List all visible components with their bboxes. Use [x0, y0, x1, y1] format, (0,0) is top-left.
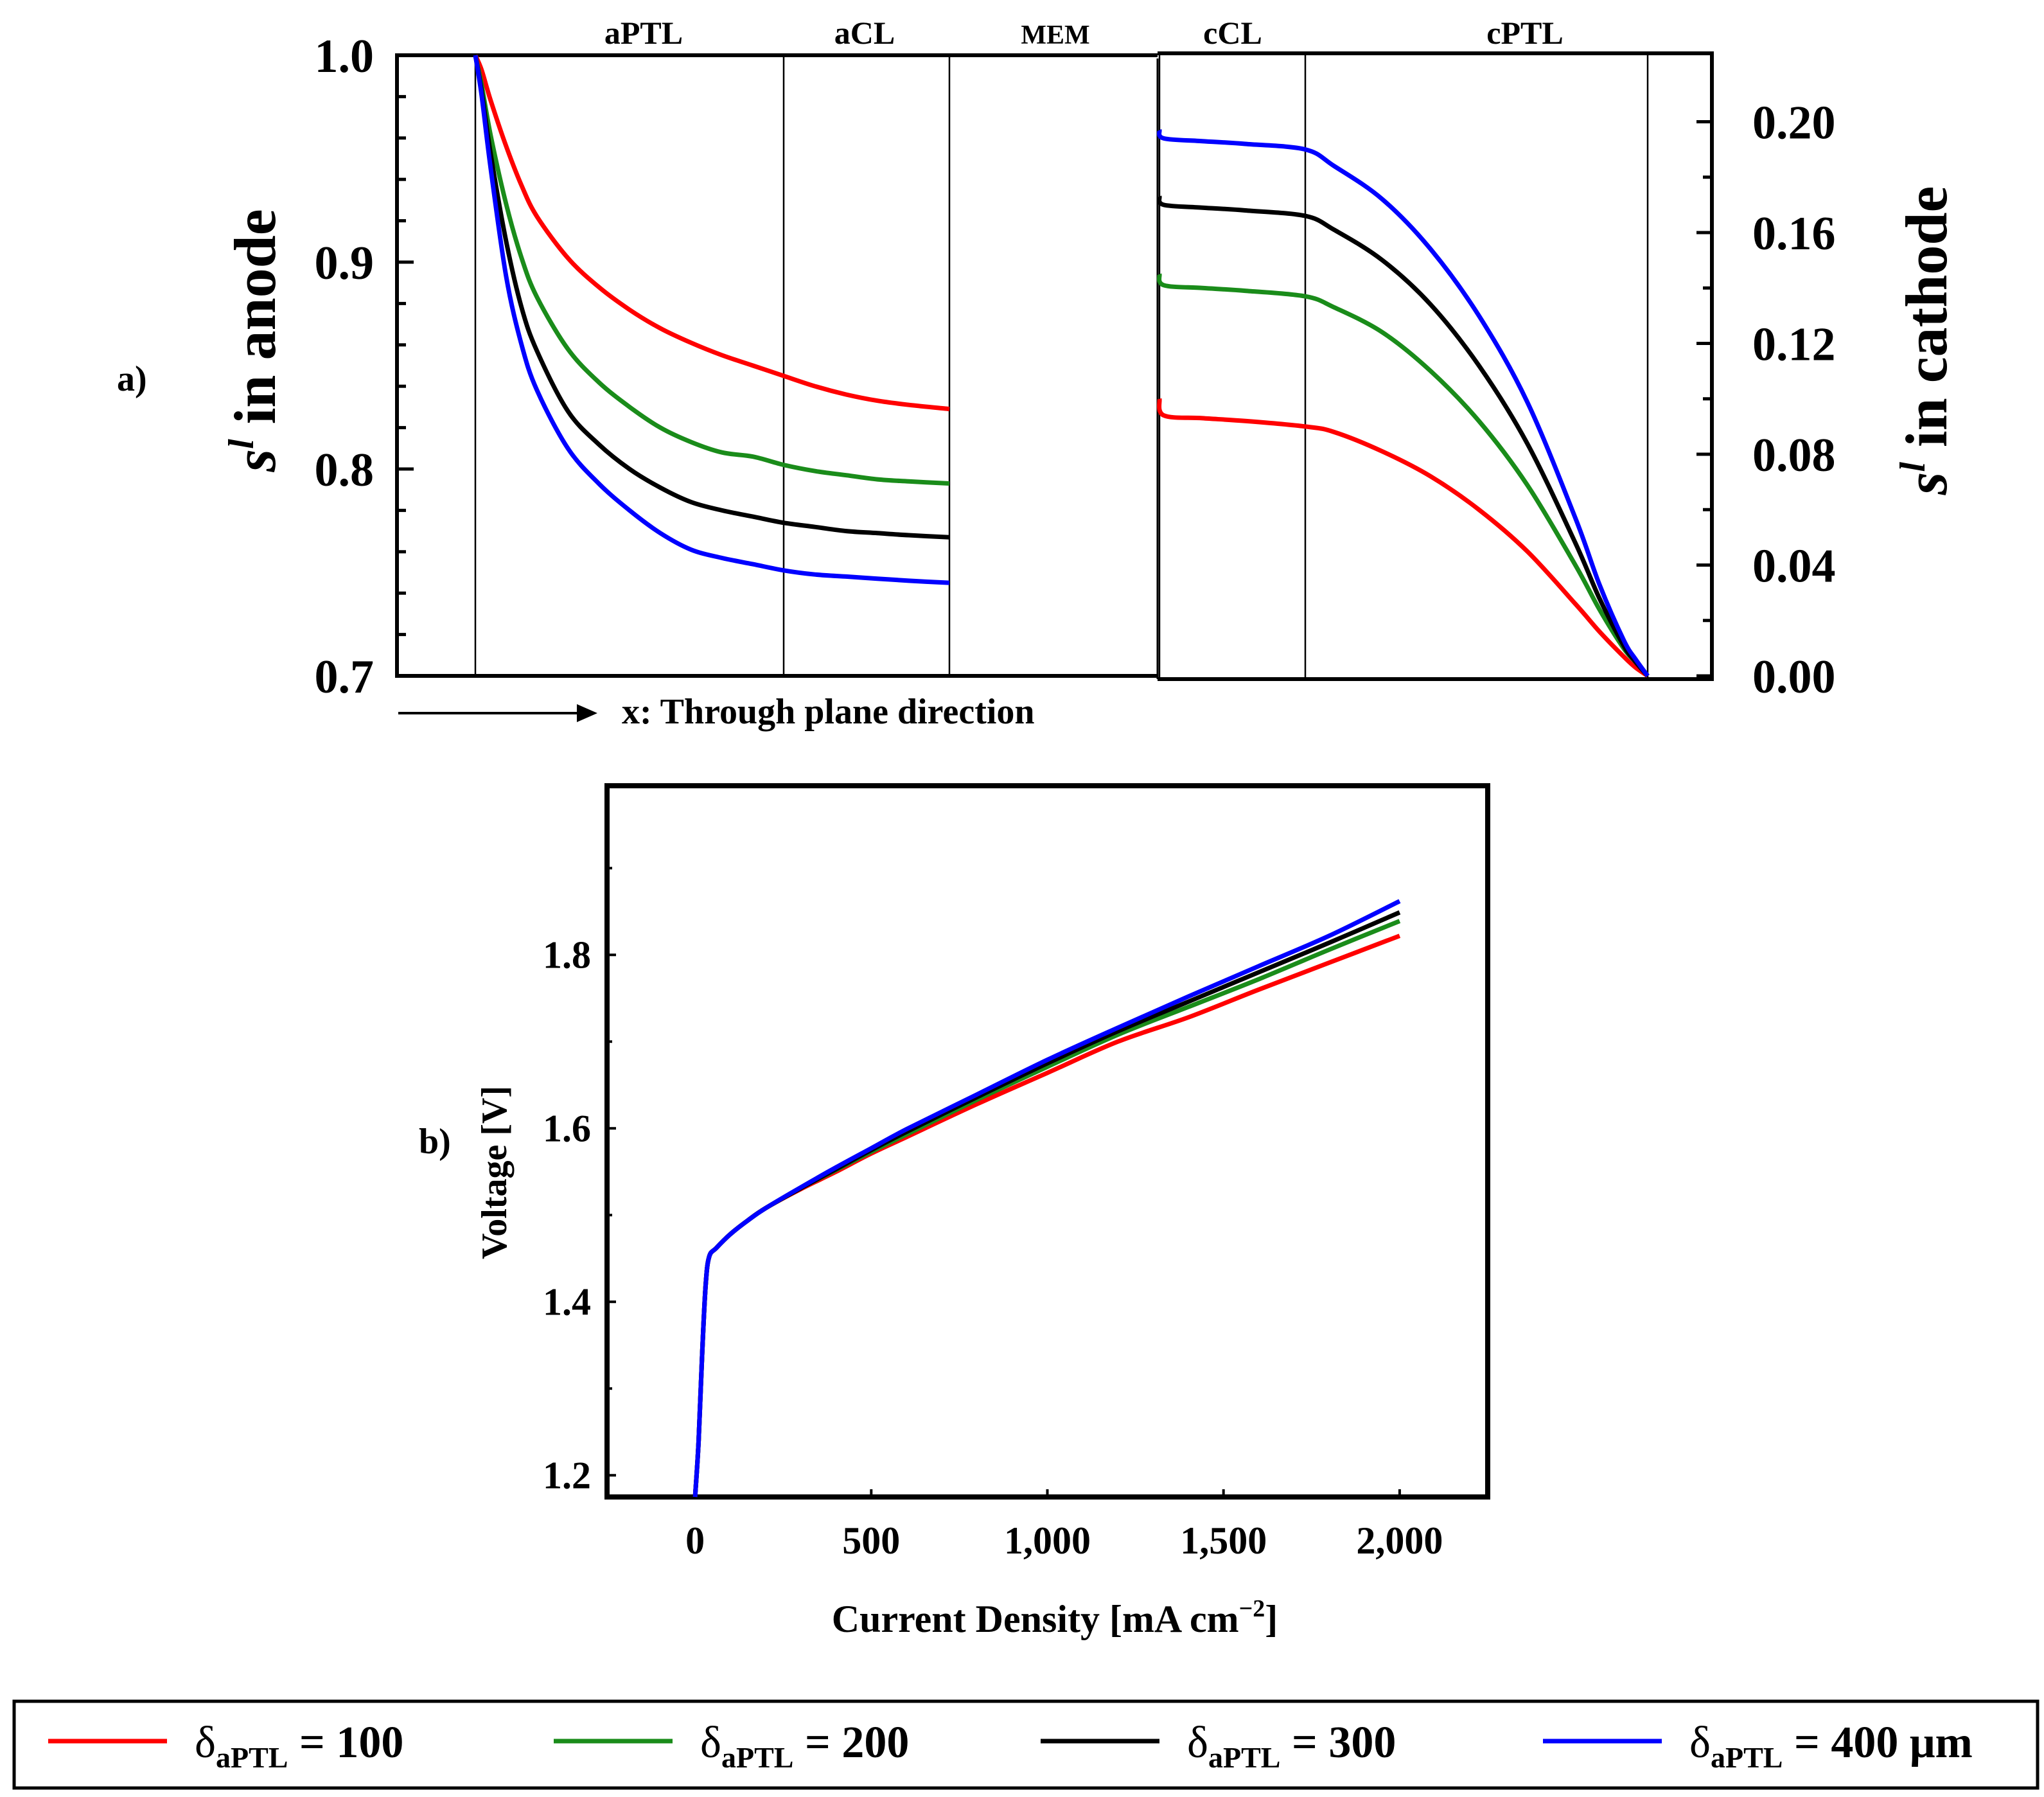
- panel-a: a) aPTL aCL MEM cCL cPTL 0.7 0.8 0.9 1.0 0.…: [117, 15, 1959, 732]
- region-label-cptl: cPTL: [1486, 15, 1563, 51]
- legend-subscript: aPTL: [216, 1741, 288, 1774]
- legend-delta: δ: [700, 1718, 721, 1767]
- left-tick-label: 0.7: [315, 651, 374, 704]
- y-tick-label: 1.2: [543, 1454, 591, 1496]
- current-density-axis-title-end: ]: [1265, 1598, 1278, 1640]
- right-tick-label: 0.20: [1752, 97, 1836, 150]
- cathode-saturation-line-3: [1157, 195, 1650, 678]
- right-axis-title-sup: l: [1893, 462, 1933, 472]
- voltage-axis-title: Voltage [V]: [475, 1086, 515, 1259]
- legend-box: [12, 1699, 2040, 1790]
- current-density-axis-title: Current Density [mA cm−2]: [832, 1595, 1278, 1640]
- panel-a-right-axis: 0.00 0.04 0.08 0.12 0.16 0.20: [1696, 97, 1836, 704]
- left-tick-label: 1.0: [315, 30, 374, 83]
- x-tick-label: 1,500: [1180, 1519, 1267, 1562]
- legend-value: = 100: [288, 1718, 403, 1767]
- right-tick-label: 0.00: [1752, 651, 1836, 704]
- region-label-aptl: aPTL: [604, 15, 683, 51]
- through-plane-arrow-icon: [398, 704, 597, 722]
- right-tick-label: 0.08: [1752, 429, 1836, 482]
- panel-b-series: [692, 899, 1401, 1498]
- left-tick-label: 0.9: [315, 237, 374, 290]
- legend-subscript: aPTL: [721, 1741, 793, 1774]
- region-label-acl: aCL: [834, 15, 895, 51]
- panel-b-axes: 0 500 1,000 1,500 2,000 1.2 1.4 1.6 1.8: [543, 783, 1490, 1562]
- right-axis-title-s: s: [1894, 472, 1959, 496]
- panel-a-label: a): [117, 359, 147, 399]
- region-label-ccl: cCL: [1203, 15, 1262, 51]
- legend-value: = 300: [1280, 1718, 1396, 1767]
- panel-a-series: [473, 54, 1650, 678]
- y-tick-label: 1.4: [543, 1280, 591, 1323]
- panel-a-frame: [395, 51, 1714, 681]
- y-tick-label: 1.8: [543, 934, 591, 976]
- legend-delta: δ: [195, 1718, 216, 1767]
- x-axis-title: x: Through plane direction: [622, 692, 1035, 732]
- right-tick-label: 0.04: [1752, 540, 1836, 593]
- region-labels: aPTL aCL MEM cCL cPTL: [604, 15, 1564, 51]
- cathode-saturation-line-1: [1157, 398, 1650, 678]
- region-label-mem: MEM: [1021, 21, 1089, 50]
- legend-subscript: aPTL: [1208, 1741, 1280, 1774]
- right-tick-label: 0.12: [1752, 319, 1836, 371]
- y-tick-label: 1.6: [543, 1107, 591, 1149]
- left-tick-label: 0.8: [315, 444, 374, 497]
- legend-item-3: δaPTL = 300: [1041, 1718, 1396, 1774]
- x-tick-label: 500: [842, 1519, 900, 1562]
- anode-saturation-line-2: [473, 55, 950, 486]
- legend-item-1: δaPTL = 100: [48, 1718, 403, 1774]
- legend-label: δaPTL = 300: [1187, 1718, 1396, 1774]
- x-tick-label: 2,000: [1356, 1519, 1443, 1562]
- right-axis-title-rest: in cathode: [1894, 186, 1959, 462]
- legend: δaPTL = 100 δaPTL = 200 δaPTL = 300 δaPTL =…: [12, 1699, 2040, 1790]
- left-axis-title-s: s: [222, 449, 288, 473]
- current-density-axis-title-sup: −2: [1239, 1595, 1265, 1622]
- right-axis-title: sl in cathode: [1893, 186, 1959, 496]
- polarization-curve-4: [692, 899, 1401, 1498]
- x-tick-label: 0: [685, 1519, 705, 1562]
- polarization-curve-2: [692, 919, 1401, 1498]
- anode-saturation-line-3: [473, 55, 950, 540]
- legend-label: δaPTL = 200: [700, 1718, 909, 1774]
- panel-a-left-axis: 0.7 0.8 0.9 1.0: [315, 30, 414, 704]
- legend-value: = 200: [793, 1718, 909, 1767]
- polarization-curve-1: [692, 934, 1401, 1498]
- panel-b: b) 0 500 1,000 1,500 2,000 1.2 1.4 1.6 1.8 Volta…: [419, 783, 1490, 1640]
- legend-value: = 400 μm: [1783, 1718, 1972, 1767]
- cathode-saturation-line-4: [1157, 128, 1650, 678]
- cathode-saturation-line-2: [1157, 273, 1650, 678]
- panel-b-label: b): [419, 1122, 451, 1162]
- right-tick-label: 0.16: [1752, 208, 1836, 260]
- legend-subscript: aPTL: [1711, 1741, 1783, 1774]
- left-axis-title-sup: l: [222, 439, 261, 449]
- polarization-curve-3: [692, 910, 1401, 1498]
- anode-saturation-line-4: [473, 55, 950, 585]
- current-density-axis-title-main: Current Density [mA cm: [832, 1598, 1239, 1640]
- legend-label: δaPTL = 100: [195, 1718, 403, 1774]
- left-axis-title: sl in anode: [222, 209, 288, 472]
- legend-label: δaPTL = 400 μm: [1689, 1718, 1973, 1774]
- x-tick-label: 1,000: [1004, 1519, 1091, 1562]
- left-axis-title-rest: in anode: [222, 209, 288, 439]
- panel-b-frame: [604, 783, 1490, 1500]
- legend-delta: δ: [1689, 1718, 1711, 1767]
- legend-delta: δ: [1187, 1718, 1208, 1767]
- anode-saturation-line-1: [473, 54, 950, 412]
- legend-item-2: δaPTL = 200: [554, 1718, 909, 1774]
- legend-item-4: δaPTL = 400 μm: [1543, 1718, 1973, 1774]
